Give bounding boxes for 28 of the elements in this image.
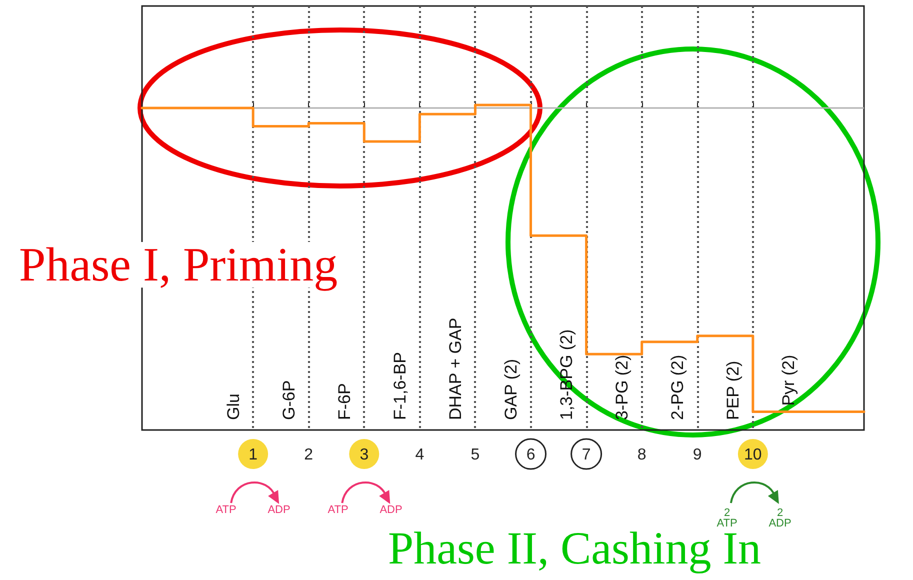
x-tick-label: 4 (415, 446, 424, 464)
annotation: Phase I, Priming (19, 238, 338, 292)
annotation: 3-PG (2) (612, 354, 632, 420)
annotation: PEP (2) (724, 360, 743, 420)
x-tick-label: 6 (526, 446, 536, 464)
x-tick-label: 9 (692, 446, 702, 464)
text: ATP (216, 504, 236, 516)
text: ATP (328, 504, 348, 516)
annotation: 2-PG (2) (668, 354, 688, 420)
x-tick-label: 10 (744, 446, 762, 464)
x-tick-label: 8 (637, 446, 646, 464)
text: ADP (268, 504, 290, 516)
x-tick-label: 7 (582, 446, 591, 464)
annotation: DHAP + GAP (446, 318, 465, 420)
annotation: G-6P (279, 380, 298, 420)
x-tick-label: 2 (304, 446, 314, 464)
text: 2 ADP (768, 507, 792, 530)
annotation: F-6P (334, 383, 354, 420)
annotation: Pyr (2) (779, 354, 798, 406)
annotation: GAP (2) (502, 358, 520, 420)
x-tick-label: 1 (248, 446, 258, 464)
annotation: F-1,6-BP (390, 352, 410, 420)
x-tick-label: 5 (470, 446, 480, 464)
text: ADP (380, 504, 402, 516)
text: 2 ATP (716, 507, 738, 530)
x-tick-label: 3 (360, 446, 369, 464)
annotation: 1,3-BPG (2) (557, 329, 576, 420)
annotation: Glu (224, 394, 243, 420)
